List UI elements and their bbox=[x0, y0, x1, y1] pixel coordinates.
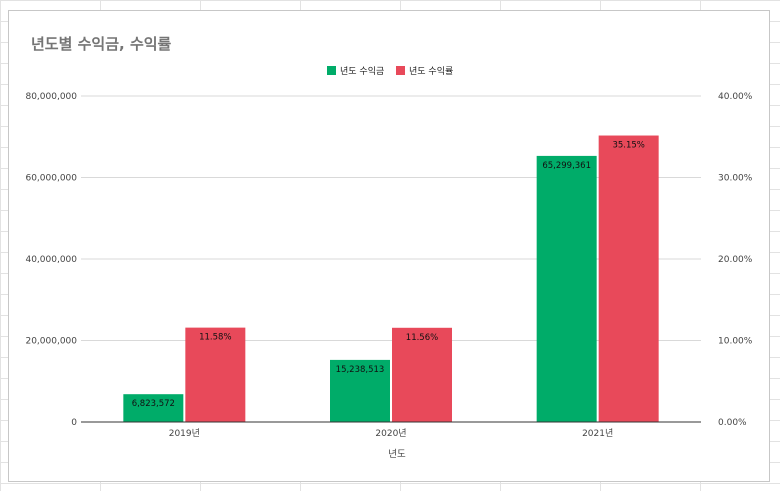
right-axis: 0.00% 10.00% 20.00% 30.00% 40.00% bbox=[718, 92, 753, 428]
bar-profit-2 bbox=[536, 155, 597, 423]
left-axis-tick-label: 20,000,000 bbox=[25, 337, 77, 347]
bar-profit-0 bbox=[123, 394, 184, 422]
bar-return-rate-0 bbox=[185, 327, 246, 422]
bar-profit-1 bbox=[330, 359, 390, 422]
bar-return-rate-2 bbox=[598, 135, 659, 422]
data-label: 11.58% bbox=[199, 333, 231, 343]
chart-card: 년도별 수익금, 수익률 0 20,000,000 40,000,000 60,000… bbox=[8, 10, 770, 482]
legend-swatch bbox=[327, 66, 336, 75]
left-axis: 0 20,000,000 40,000,000 60,000,000 80,000,00… bbox=[25, 92, 77, 428]
data-label: 35.15% bbox=[612, 141, 644, 151]
right-axis-tick-label: 0.00% bbox=[718, 418, 747, 428]
right-axis-tick-label: 30.00% bbox=[718, 174, 753, 184]
data-label: 6,823,572 bbox=[132, 399, 175, 409]
x-axis-tick-label: 2019년 bbox=[169, 428, 200, 439]
legend: 년도 수익금 년도 수익률 bbox=[327, 65, 453, 77]
data-label: 65,299,361 bbox=[542, 161, 591, 171]
left-axis-tick-label: 40,000,000 bbox=[25, 255, 77, 265]
x-axis-tick-label: 2021년 bbox=[582, 428, 613, 439]
right-axis-tick-label: 10.00% bbox=[718, 337, 753, 347]
x-axis-title: 년도 bbox=[388, 449, 406, 460]
grid-lines bbox=[81, 95, 701, 341]
left-axis-tick-label: 60,000,000 bbox=[25, 174, 77, 184]
data-labels: 6,823,572 11.58% 15,238,513 11.56% 65,299,36… bbox=[132, 141, 645, 410]
legend-swatch bbox=[396, 66, 405, 75]
legend-label: 년도 수익률 bbox=[409, 65, 453, 77]
bars bbox=[123, 135, 659, 423]
x-axis-tick-label: 2020년 bbox=[375, 428, 406, 439]
left-axis-tick-label: 80,000,000 bbox=[25, 92, 77, 102]
chart-plot: 0 20,000,000 40,000,000 60,000,000 80,000,00… bbox=[25, 65, 753, 460]
right-axis-tick-label: 40.00% bbox=[718, 92, 753, 102]
right-axis-tick-label: 20.00% bbox=[718, 255, 753, 265]
legend-label: 년도 수익금 bbox=[340, 65, 384, 77]
x-axis: 2019년 2020년 2021년 bbox=[81, 421, 701, 439]
left-axis-tick-label: 0 bbox=[71, 418, 77, 428]
data-label: 15,238,513 bbox=[336, 365, 385, 375]
chart-title: 년도별 수익금, 수익률 bbox=[31, 35, 172, 53]
data-label: 11.56% bbox=[406, 333, 438, 343]
bar-return-rate-1 bbox=[392, 327, 452, 422]
